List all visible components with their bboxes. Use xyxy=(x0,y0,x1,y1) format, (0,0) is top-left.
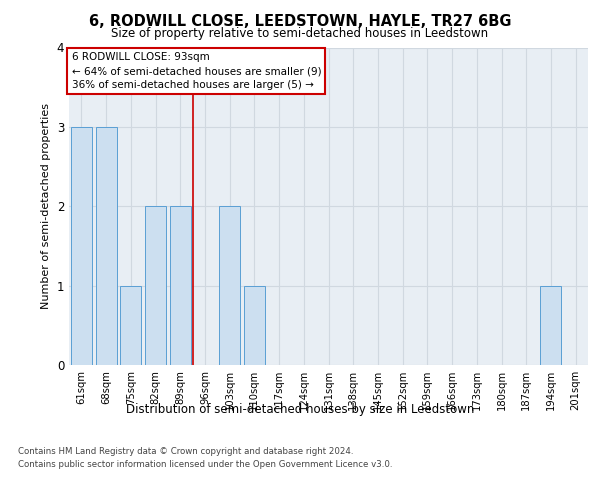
Bar xyxy=(71,127,92,365)
Text: 6 RODWILL CLOSE: 93sqm
← 64% of semi-detached houses are smaller (9)
36% of semi: 6 RODWILL CLOSE: 93sqm ← 64% of semi-det… xyxy=(71,52,321,90)
Bar xyxy=(95,127,116,365)
Text: Contains HM Land Registry data © Crown copyright and database right 2024.: Contains HM Land Registry data © Crown c… xyxy=(18,448,353,456)
Y-axis label: Number of semi-detached properties: Number of semi-detached properties xyxy=(41,104,51,309)
Bar xyxy=(145,206,166,365)
Bar xyxy=(170,206,191,365)
Text: 6, RODWILL CLOSE, LEEDSTOWN, HAYLE, TR27 6BG: 6, RODWILL CLOSE, LEEDSTOWN, HAYLE, TR27… xyxy=(89,14,511,29)
Text: Contains public sector information licensed under the Open Government Licence v3: Contains public sector information licen… xyxy=(18,460,392,469)
Bar xyxy=(219,206,240,365)
Bar xyxy=(244,286,265,365)
Bar xyxy=(120,286,141,365)
Text: Distribution of semi-detached houses by size in Leedstown: Distribution of semi-detached houses by … xyxy=(126,402,474,415)
Text: Size of property relative to semi-detached houses in Leedstown: Size of property relative to semi-detach… xyxy=(112,28,488,40)
Bar xyxy=(541,286,562,365)
